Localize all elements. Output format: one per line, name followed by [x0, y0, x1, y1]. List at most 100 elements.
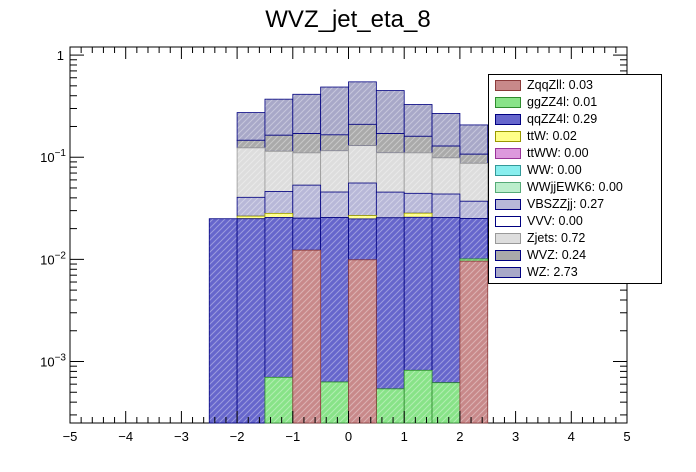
legend-label: WW: 0.00	[527, 163, 582, 177]
legend-swatch	[495, 164, 521, 176]
bar-WVZ-3	[292, 133, 322, 154]
legend-swatch	[495, 113, 521, 125]
bar-ZqqZll-9	[459, 260, 489, 424]
bar-qqZZ4l-7	[403, 216, 433, 371]
bar-VBSZZjj-9	[459, 200, 489, 219]
x-tick-label: −3	[174, 429, 189, 444]
legend-label: VVV: 0.00	[527, 214, 583, 228]
legend: ZqqZll: 0.03 ggZZ4l: 0.01 qqZZ4l: 0.29 ttW:…	[488, 74, 662, 284]
legend-item-ttWW: ttWW: 0.00	[495, 145, 589, 161]
legend-swatch	[495, 215, 521, 227]
x-tick-label: −5	[63, 429, 78, 444]
bar-WZ-1	[236, 112, 266, 141]
legend-item-ZqqZll: ZqqZll: 0.03	[495, 77, 593, 93]
bar-WVZ-4	[320, 134, 349, 152]
bar-VBSZZjj-5	[348, 182, 377, 216]
bar-WZ-7	[403, 104, 433, 137]
bar-qqZZ4l-5	[348, 218, 377, 261]
x-tick-label: 3	[512, 429, 519, 444]
legend-label: ZqqZll: 0.03	[527, 78, 594, 92]
bar-Zjets-5	[348, 145, 377, 184]
bar-VBSZZjj-4	[320, 191, 349, 219]
legend-label: WVZ: 0.24	[527, 248, 587, 262]
bar-WZ-9	[459, 124, 489, 155]
legend-item-ttW: ttW: 0.02	[495, 128, 577, 144]
legend-swatch	[495, 232, 521, 244]
bar-WVZ-5	[348, 123, 377, 147]
legend-item-WVZ: WVZ: 0.24	[495, 247, 586, 263]
legend-swatch	[495, 198, 521, 210]
bar-WZ-2	[264, 98, 294, 136]
bar-Zjets-1	[236, 147, 266, 198]
x-tick-label: −2	[230, 429, 245, 444]
bar-WVZ-9	[459, 153, 489, 164]
legend-label: WWjjEWK6: 0.00	[527, 180, 623, 194]
bar-qqZZ4l-2	[264, 217, 294, 378]
bar-VBSZZjj-1	[236, 196, 266, 217]
bar-qqZZ4l-9	[459, 218, 489, 260]
bar-ggZZ4l-6	[375, 388, 405, 424]
bar-qqZZ4l-3	[292, 217, 322, 251]
bar-Zjets-2	[264, 150, 294, 192]
y-tick-label: 1	[57, 48, 64, 63]
y-tick-label: 10−1	[40, 148, 66, 165]
bar-WZ-3	[292, 93, 322, 135]
bar-VBSZZjj-3	[292, 184, 322, 219]
bar-Zjets-7	[403, 152, 433, 194]
bar-WZ-8	[431, 112, 461, 147]
bar-Zjets-4	[320, 150, 349, 193]
y-tick-label: 10−2	[40, 250, 66, 267]
legend-label: ttWW: 0.00	[527, 146, 589, 160]
legend-swatch	[495, 130, 521, 142]
bar-WVZ-6	[375, 133, 405, 154]
legend-label: ttW: 0.02	[527, 129, 577, 143]
bar-VBSZZjj-2	[264, 191, 294, 214]
legend-item-WW: WW: 0.00	[495, 162, 582, 178]
x-tick-label: −4	[118, 429, 133, 444]
bar-Zjets-6	[375, 152, 405, 193]
bar-Zjets-9	[459, 162, 489, 202]
bar-WVZ-2	[264, 134, 294, 152]
bar-VBSZZjj-6	[375, 191, 405, 219]
bar-WZ-6	[375, 90, 405, 134]
legend-swatch	[495, 249, 521, 261]
bar-Zjets-3	[292, 152, 322, 186]
bar-ZqqZll-5	[348, 259, 377, 424]
bar-WZ-4	[320, 86, 349, 136]
legend-item-qqZZ4l: qqZZ4l: 0.29	[495, 111, 597, 127]
legend-item-VVV: VVV: 0.00	[495, 213, 583, 229]
bars	[208, 81, 489, 424]
bar-VBSZZjj-7	[403, 192, 433, 214]
legend-label: Zjets: 0.72	[527, 231, 586, 245]
bar-ttW-2	[264, 212, 294, 218]
x-tick-label: 1	[401, 429, 408, 444]
legend-item-ggZZ4l: ggZZ4l: 0.01	[495, 94, 597, 110]
bar-qqZZ4l-4	[320, 217, 349, 383]
x-tick-label: 2	[456, 429, 463, 444]
bar-ZqqZll-3	[292, 249, 322, 424]
x-tick-label: −1	[285, 429, 300, 444]
bar-ggZZ4l-7	[403, 369, 433, 424]
bar-WVZ-1	[236, 139, 266, 149]
legend-item-Zjets: Zjets: 0.72	[495, 230, 585, 246]
bar-WZ-5	[348, 81, 377, 125]
legend-swatch	[495, 147, 521, 159]
bar-ttW-7	[403, 212, 433, 218]
legend-label: VBSZZjj: 0.27	[527, 197, 605, 211]
bar-VBSZZjj-8	[431, 193, 461, 219]
x-tick-label: 5	[623, 429, 630, 444]
bar-WVZ-8	[431, 145, 461, 159]
bar-WVZ-7	[403, 135, 433, 154]
legend-swatch	[495, 181, 521, 193]
bar-qqZZ4l-8	[431, 217, 461, 384]
legend-swatch	[495, 96, 521, 108]
bar-ggZZ4l-4	[320, 381, 349, 424]
chart-title: WVZ_jet_eta_8	[265, 6, 431, 33]
legend-item-WZ: WZ: 2.73	[495, 264, 578, 280]
bar-qqZZ4l-0	[208, 218, 238, 424]
x-tick-label: 0	[345, 429, 352, 444]
legend-label: WZ: 2.73	[527, 265, 578, 279]
legend-swatch	[495, 266, 521, 278]
legend-item-VBSZZjj: VBSZZjj: 0.27	[495, 196, 604, 212]
x-tick-label: 4	[568, 429, 575, 444]
